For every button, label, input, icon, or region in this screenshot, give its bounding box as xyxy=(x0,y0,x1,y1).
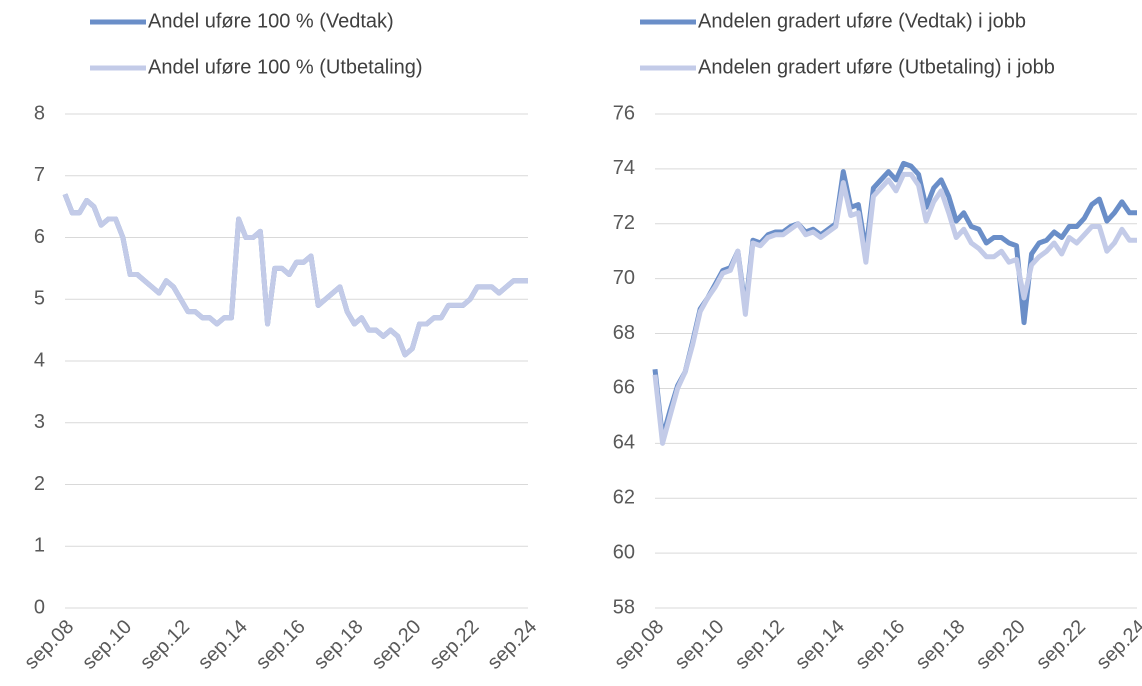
series-line xyxy=(652,160,1137,441)
y-tick-label: 64 xyxy=(613,432,635,454)
legend-item: Andelen gradert uføre (Vedtak) i jobb xyxy=(640,10,1026,32)
y-tick-label: 1 xyxy=(34,535,45,557)
x-tick-label: sep.08 xyxy=(20,616,78,674)
y-tick-label: 7 xyxy=(34,164,45,186)
x-tick-label: sep.12 xyxy=(136,616,194,674)
y-tick-label: 2 xyxy=(34,473,45,495)
x-tick-label: sep.18 xyxy=(911,616,969,674)
legend-item: Andelen gradert uføre (Utbetaling) i job… xyxy=(640,56,1055,78)
y-tick-label: 76 xyxy=(613,102,635,124)
x-tick-label: sep.16 xyxy=(851,616,909,674)
y-tick-label: 68 xyxy=(613,322,635,344)
x-tick-label: sep.22 xyxy=(425,616,483,674)
x-tick-label: sep.08 xyxy=(610,616,668,674)
y-tick-label: 72 xyxy=(613,212,635,234)
y-tick-label: 0 xyxy=(34,596,45,618)
series-line xyxy=(62,193,528,358)
x-tick-label: sep.12 xyxy=(731,616,789,674)
x-tick-label: sep.22 xyxy=(1032,616,1090,674)
legend-item: Andel uføre 100 % (Utbetaling) xyxy=(90,56,423,78)
y-tick-label: 60 xyxy=(613,541,635,563)
x-tick-label: sep.14 xyxy=(194,616,252,674)
y-tick-label: 8 xyxy=(34,102,45,124)
x-tick-label: sep.14 xyxy=(791,616,849,674)
y-tick-label: 74 xyxy=(613,157,635,179)
legend-label: Andelen gradert uføre (Vedtak) i jobb xyxy=(698,10,1026,32)
y-tick-label: 3 xyxy=(34,411,45,433)
x-tick-label: sep.24 xyxy=(1092,616,1142,674)
legend-label: Andel uføre 100 % (Utbetaling) xyxy=(148,56,423,78)
y-tick-label: 70 xyxy=(613,267,635,289)
x-tick-label: sep.24 xyxy=(483,616,541,674)
x-tick-label: sep.20 xyxy=(972,616,1030,674)
x-tick-label: sep.20 xyxy=(367,616,425,674)
y-tick-label: 6 xyxy=(34,226,45,248)
x-tick-label: sep.16 xyxy=(252,616,310,674)
y-tick-label: 5 xyxy=(34,288,45,310)
y-tick-label: 62 xyxy=(613,487,635,509)
x-tick-label: sep.10 xyxy=(78,616,136,674)
y-tick-label: 58 xyxy=(613,596,635,618)
series-line xyxy=(652,171,1137,446)
x-tick-label: sep.10 xyxy=(670,616,728,674)
y-tick-label: 66 xyxy=(613,377,635,399)
legend-label: Andel uføre 100 % (Vedtak) xyxy=(148,10,394,32)
y-tick-label: 4 xyxy=(34,349,45,371)
x-tick-label: sep.18 xyxy=(310,616,368,674)
legend-item: Andel uføre 100 % (Vedtak) xyxy=(90,10,394,32)
legend-label: Andelen gradert uføre (Utbetaling) i job… xyxy=(698,56,1055,78)
